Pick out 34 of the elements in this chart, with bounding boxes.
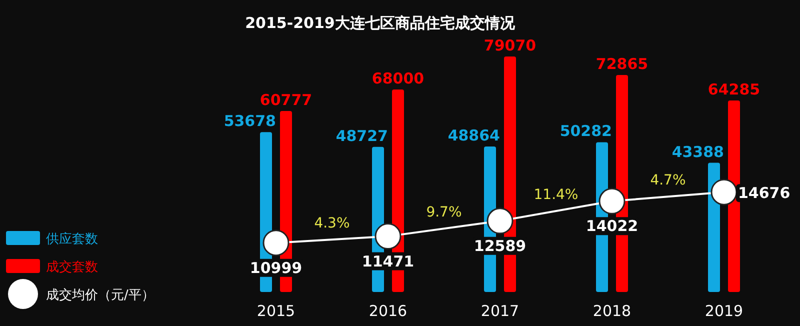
data-label: 14676 bbox=[738, 184, 790, 202]
data-label: 48727 bbox=[336, 126, 388, 145]
legend-label: 成交均价（元/平） bbox=[46, 287, 154, 303]
data-label: 50282 bbox=[560, 122, 612, 140]
bar bbox=[728, 100, 740, 292]
x-tick-label: 2017 bbox=[480, 302, 520, 320]
x-tick-label: 2016 bbox=[368, 302, 408, 320]
x-tick-label: 2018 bbox=[592, 302, 632, 320]
data-label: 68000 bbox=[372, 69, 424, 88]
data-label: 48864 bbox=[448, 126, 500, 144]
data-label: 79070 bbox=[484, 36, 536, 54]
data-label: 10999 bbox=[250, 258, 302, 277]
data-label: 14022 bbox=[586, 217, 638, 236]
annotation: 11.4% bbox=[534, 187, 578, 204]
x-tick-label: 2015 bbox=[256, 302, 296, 320]
point bbox=[374, 223, 402, 250]
data-label: 11471 bbox=[362, 252, 414, 270]
annotation: 4.3% bbox=[314, 216, 350, 232]
point bbox=[710, 178, 738, 206]
point bbox=[262, 230, 290, 256]
annotation: 9.7% bbox=[426, 204, 462, 221]
legend-label: 供应套数 bbox=[46, 231, 98, 247]
point bbox=[486, 208, 514, 234]
legend-label: 成交套数 bbox=[46, 259, 98, 275]
chart-title: 2015-2019大连七区商品住宅成交情况 bbox=[245, 14, 516, 32]
data-label: 72865 bbox=[596, 54, 648, 73]
point bbox=[598, 188, 626, 214]
data-label: 64285 bbox=[708, 80, 760, 99]
x-tick-label: 2019 bbox=[704, 302, 744, 320]
annotation: 4.7% bbox=[650, 172, 686, 189]
data-label: 53678 bbox=[224, 112, 276, 130]
data-label: 60777 bbox=[260, 90, 312, 109]
data-label: 43388 bbox=[672, 142, 724, 161]
data-label: 12589 bbox=[474, 236, 526, 255]
